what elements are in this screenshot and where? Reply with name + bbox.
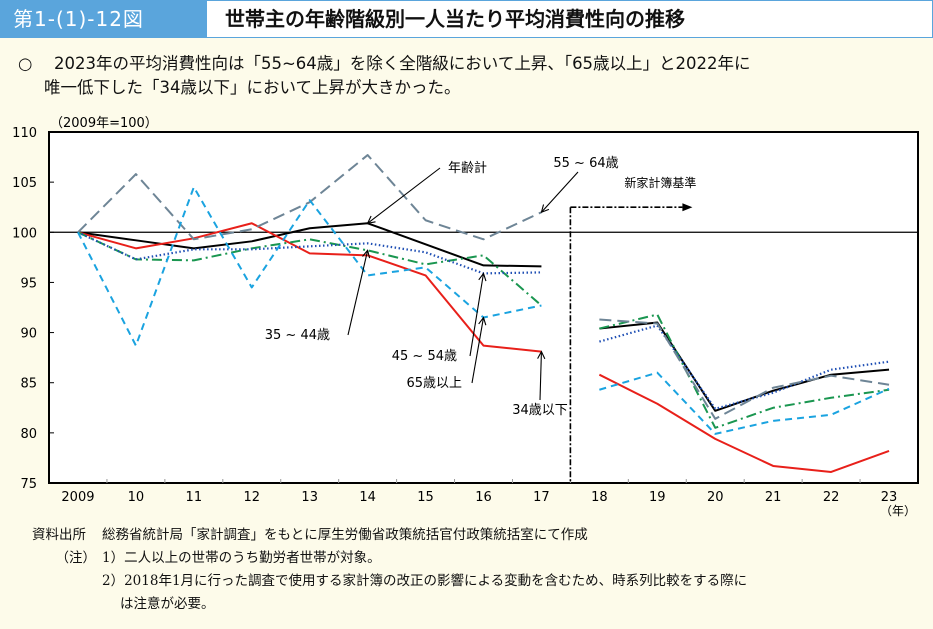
series-line (599, 318, 890, 420)
footnotes: 資料出所 総務省統計局「家計調査」をもとに厚生労働省政策統括官付政策統括室にて作成… (32, 524, 747, 616)
x-axis-label: （年） (880, 504, 916, 518)
series-label: 35 ~ 44歳 (265, 328, 330, 343)
break-marker: 新家計簿基準 (569, 175, 696, 483)
figure-title: 世帯主の年齢階級別一人当たり平均消費性向の推移 (225, 7, 685, 31)
annotations: 年齢計 55 ~ 64歳 35 ~ 44歳 45 ~ 54歳 65歳以上 34歳以下 (265, 156, 619, 418)
arrow-head-icon (682, 203, 693, 212)
summary-line-1: 2023年の平均消費性向は「55~64歳」を除く全階級において上昇、「65歳以上… (54, 54, 751, 73)
arrow-head-icon (537, 350, 546, 360)
x-tick-label: 16 (475, 490, 492, 505)
arrow-head-icon (362, 249, 371, 259)
x-tick-label: 17 (533, 490, 550, 505)
note-label: （注） (55, 550, 97, 566)
source-label: 資料出所 (32, 527, 86, 543)
series-line (598, 373, 890, 473)
x-tick-label: 20 (707, 490, 724, 505)
x-axis: 2009 10 11 12 13 14 15 16 17 18 19 20 21 22 23 (61, 479, 897, 505)
leader-line (539, 351, 542, 401)
break-annotation: 新家計簿基準 (624, 175, 696, 190)
x-tick-label: 14 (359, 490, 376, 505)
figure-number: 第1-(1)-12図 (1, 1, 207, 37)
x-tick-label: 12 (243, 490, 260, 505)
line-chart: （2009年=100） 75 80 85 90 95 100 105 110 2009 10 11… (12, 116, 919, 518)
note-1: 1）二人以上の世帯のうち勤労者世帯が対象。 (102, 550, 381, 566)
bullet-icon: ○ (18, 54, 33, 73)
series-label: 65歳以上 (406, 376, 462, 391)
x-tick-label: 11 (186, 490, 203, 505)
arrow-head-icon (478, 272, 487, 282)
y-tick-label: 90 (20, 327, 37, 342)
series-label: 年齢計 (448, 160, 487, 176)
x-tick-label: 18 (591, 490, 608, 505)
leader-line (471, 317, 485, 384)
plot-area (48, 131, 919, 484)
arrow-head-icon (366, 215, 376, 224)
series-line (77, 231, 543, 307)
series-line (599, 371, 890, 435)
y-tick-label: 75 (20, 477, 37, 492)
leader-line (347, 250, 369, 336)
x-tick-label: 21 (765, 490, 782, 505)
series-label: 34歳以下 (512, 403, 568, 418)
x-tick-label: 13 (301, 490, 318, 505)
series-lines (77, 154, 890, 473)
y-tick-label: 105 (12, 176, 37, 191)
series-label: 45 ~ 54歳 (392, 349, 457, 364)
series-line (599, 321, 890, 412)
leader-line (367, 167, 441, 224)
x-tick-label: 23 (881, 490, 898, 505)
source-text: 総務省統計局「家計調査」をもとに厚生労働省政策統括官付政策統括室にて作成 (102, 527, 588, 543)
x-tick-label: 2009 (61, 490, 94, 505)
x-tick-label: 15 (417, 490, 434, 505)
summary-text: ○ 2023年の平均消費性向は「55~64歳」を除く全階級において上昇、「65歳以… (18, 52, 918, 100)
leader-line (469, 273, 485, 357)
arrow-head-icon (540, 204, 550, 214)
x-tick-label: 22 (823, 490, 840, 505)
y-tick-label: 110 (12, 126, 37, 141)
unit-note: （2009年=100） (50, 116, 158, 131)
note-2-continued: は注意が必要。 (120, 596, 215, 612)
arrow-head-icon (478, 316, 487, 326)
y-tick-label: 95 (20, 276, 37, 291)
series-line (77, 231, 542, 275)
figure-header: 第1-(1)-12図 世帯主の年齢階級別一人当たり平均消費性向の推移 (0, 0, 933, 38)
series-line (599, 313, 890, 429)
series-label: 55 ~ 64歳 (553, 156, 618, 171)
y-tick-label: 85 (20, 377, 37, 392)
x-tick-label: 10 (128, 490, 145, 505)
note-2: 2）2018年1月に行った調査で使用する家計簿の改正の影響による変動を含むため、… (102, 573, 748, 589)
x-tick-label: 19 (649, 490, 666, 505)
y-tick-label: 80 (20, 427, 37, 442)
leader-line (541, 171, 579, 213)
summary-line-2: 唯一低下した「34歳以下」において上昇が大きかった。 (44, 78, 461, 97)
y-tick-label: 100 (12, 226, 37, 241)
y-axis: 75 80 85 90 95 100 105 110 (12, 126, 54, 492)
